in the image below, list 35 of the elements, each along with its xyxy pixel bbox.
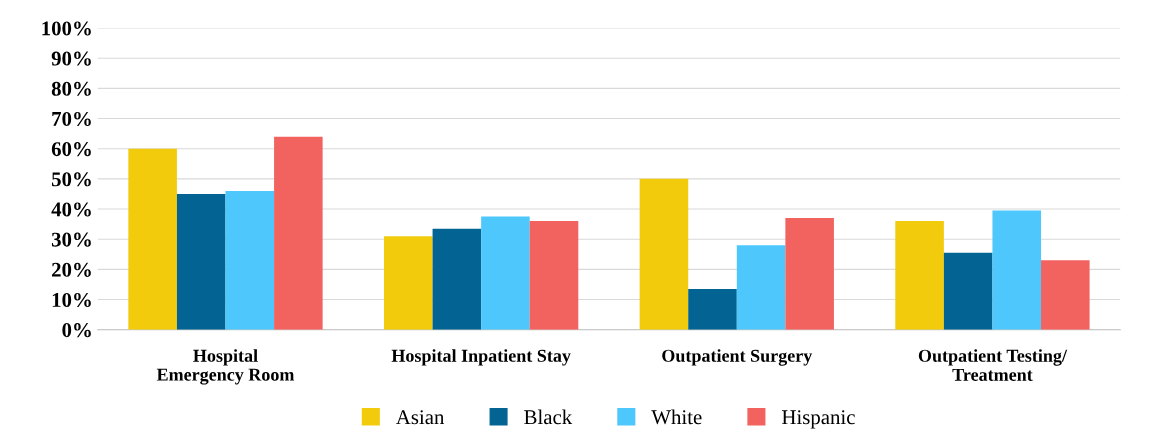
bar [274, 136, 323, 330]
y-tick-label: 100% [42, 21, 91, 36]
y-tick-label: 90% [51, 51, 91, 66]
bar [736, 245, 786, 330]
bar [128, 148, 177, 330]
bar [176, 193, 226, 330]
y-tick-label: 20% [52, 262, 91, 277]
bar [895, 221, 944, 330]
x-tick-label: Hospital Emergency Room [156, 349, 295, 385]
bar [639, 178, 689, 330]
bar [384, 236, 433, 330]
x-tick-label: Outpatient Testing/ Treatment [918, 349, 1068, 381]
y-tick-label: 0% [62, 323, 91, 338]
legend-label: Black [524, 409, 573, 425]
bar [481, 216, 530, 330]
bar [688, 288, 737, 330]
legend-label: Hispanic [782, 410, 855, 429]
y-tick-label: 70% [52, 111, 91, 127]
y-tick-label: 80% [51, 81, 91, 96]
bar [992, 210, 1042, 330]
bar [785, 218, 834, 330]
bar [529, 221, 579, 330]
legend-label: Asian [396, 410, 445, 425]
y-tick-label: 10% [52, 292, 91, 308]
bar [225, 190, 275, 330]
x-tick-label: Hospital Inpatient Stay [391, 349, 571, 366]
y-tick-label: 30% [51, 232, 91, 247]
bar [943, 252, 993, 330]
x-tick-label: Outpatient Surgery [662, 349, 813, 366]
bar [1041, 260, 1090, 330]
legend-label: White [651, 409, 702, 425]
bar [432, 228, 482, 330]
y-tick-label: 50% [51, 172, 91, 187]
y-tick-label: 40% [51, 202, 91, 217]
y-tick-label: 60% [51, 142, 91, 157]
